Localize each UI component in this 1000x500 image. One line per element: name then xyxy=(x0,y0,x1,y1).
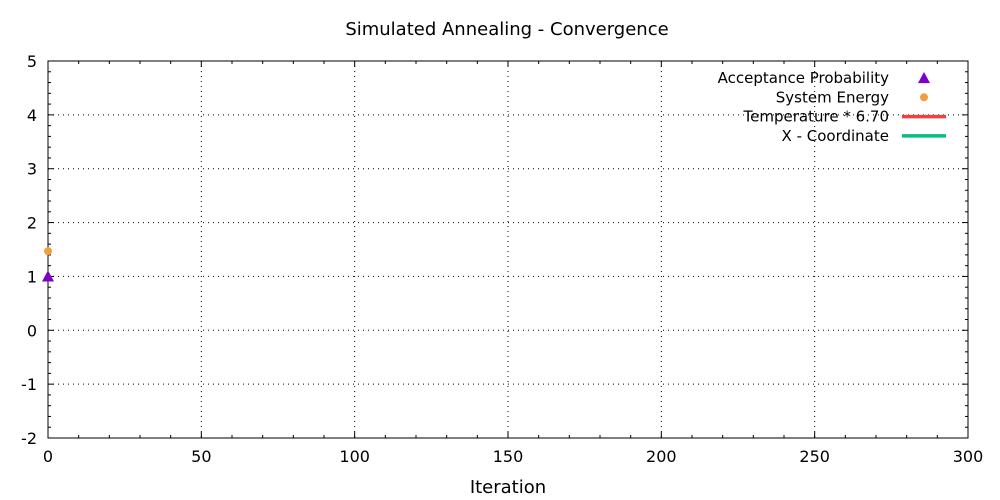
legend-swatch-acceptance-probability xyxy=(918,72,930,84)
x-tick-labels: 0 50 100 150 200 250 300 xyxy=(43,447,983,466)
x-tick-label: 50 xyxy=(191,447,211,466)
x-tick-label: 300 xyxy=(953,447,984,466)
legend-label-temperature-6-70: Temperature * 6.70 xyxy=(743,108,889,126)
y-tick-label: 4 xyxy=(27,106,37,125)
axis-ticks xyxy=(47,60,969,439)
x-tick-label: 100 xyxy=(339,447,370,466)
chart-title: Simulated Annealing - Convergence xyxy=(345,19,668,40)
x-tick-label: 250 xyxy=(799,447,830,466)
y-tick-label: 3 xyxy=(27,160,37,179)
legend-label-acceptance-probability: Acceptance Probability xyxy=(718,69,889,87)
x-tick-label: 0 xyxy=(43,447,53,466)
x-tick-label: 150 xyxy=(493,447,524,466)
legend-label-x-coordinate: X - Coordinate xyxy=(782,127,889,145)
grid-lines xyxy=(48,61,968,438)
y-tick-labels: -2 -1 0 1 2 3 4 5 xyxy=(21,52,37,448)
y-tick-label: 2 xyxy=(27,214,37,233)
y-tick-label: 5 xyxy=(27,52,37,71)
legend-swatch-system-energy xyxy=(920,93,928,102)
acceptance-probability-point xyxy=(42,270,54,282)
x-axis-title: Iteration xyxy=(470,477,546,498)
x-tick-label: 200 xyxy=(646,447,677,466)
data-series xyxy=(42,247,54,282)
y-tick-label: -1 xyxy=(21,375,37,394)
legend-label-system-energy: System Energy xyxy=(776,88,889,106)
y-tick-label: 0 xyxy=(27,321,37,340)
system-energy-point xyxy=(44,247,52,256)
y-tick-label: -2 xyxy=(21,429,37,448)
y-tick-label: 1 xyxy=(27,267,37,286)
